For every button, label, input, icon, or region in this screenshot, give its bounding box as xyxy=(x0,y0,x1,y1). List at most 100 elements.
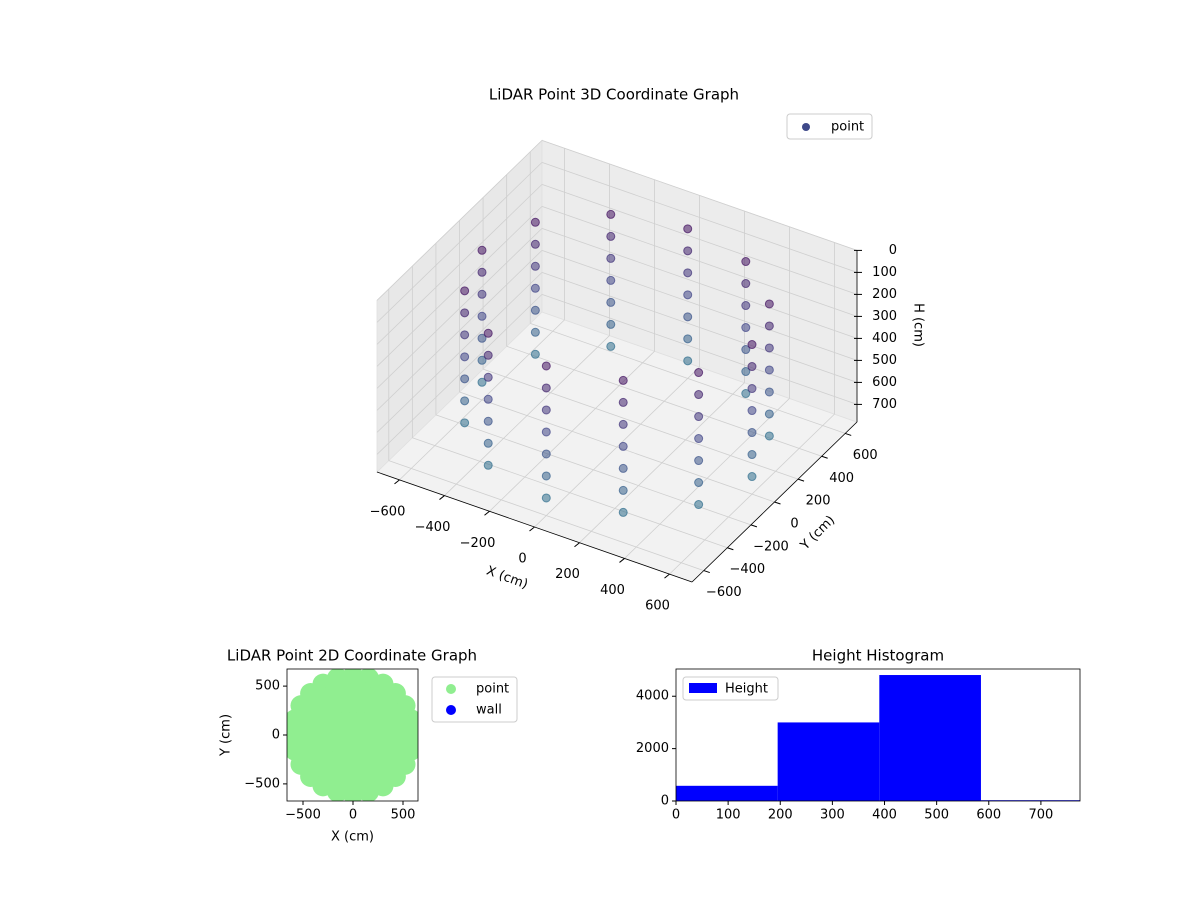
point xyxy=(460,352,470,362)
grid-line xyxy=(376,162,543,323)
point xyxy=(477,245,487,255)
point xyxy=(694,478,704,488)
y-tick xyxy=(797,478,805,482)
z-tick-label: 300 xyxy=(872,309,897,324)
y-tick-label: 0 xyxy=(272,728,280,743)
point xyxy=(683,312,693,322)
z-tick-label: 200 xyxy=(872,287,897,302)
grid-line xyxy=(541,272,858,383)
y-tick-label: 400 xyxy=(829,471,854,486)
point xyxy=(606,275,616,285)
point xyxy=(541,383,551,393)
point xyxy=(483,394,493,404)
legend-marker xyxy=(446,705,456,715)
x-tick xyxy=(619,558,625,563)
point xyxy=(483,328,493,338)
point xyxy=(747,450,757,460)
point xyxy=(618,463,628,473)
point xyxy=(477,355,487,365)
point xyxy=(618,507,628,517)
point xyxy=(683,356,693,366)
x-tick xyxy=(664,573,670,579)
y-axis-label: Y (cm) xyxy=(219,714,234,757)
point xyxy=(741,279,751,289)
point xyxy=(606,253,616,263)
point xyxy=(747,384,757,394)
x-tick xyxy=(484,510,490,516)
point xyxy=(741,301,751,311)
grid-line xyxy=(412,437,728,549)
point xyxy=(530,305,540,315)
point xyxy=(764,299,774,309)
x-tick-label: 300 xyxy=(820,808,845,823)
y-tick xyxy=(774,501,781,505)
point xyxy=(764,409,774,419)
point xyxy=(747,406,757,416)
point xyxy=(477,289,487,299)
point xyxy=(477,377,487,387)
point xyxy=(683,224,693,234)
grid-line xyxy=(376,294,543,455)
z-tick-label: 700 xyxy=(872,397,897,412)
point xyxy=(483,372,493,382)
point xyxy=(618,375,628,385)
z-tick-label: 600 xyxy=(872,375,897,390)
grid-line xyxy=(482,368,799,480)
legend-box xyxy=(682,676,779,701)
y-tick xyxy=(727,547,734,551)
grid-line xyxy=(541,206,858,317)
y-tick-label: −600 xyxy=(706,585,742,600)
x-tick-label: 0 xyxy=(672,808,680,823)
x-tick xyxy=(394,479,400,485)
x-tick xyxy=(439,495,445,500)
plot-area xyxy=(676,675,1080,801)
y-tick xyxy=(845,432,852,436)
point xyxy=(747,428,757,438)
grid-line xyxy=(376,206,543,367)
y-tick xyxy=(750,524,758,528)
point xyxy=(606,341,616,351)
point xyxy=(606,319,616,329)
bar xyxy=(879,675,981,801)
point xyxy=(606,297,616,307)
grid-line xyxy=(541,250,858,361)
grid-line xyxy=(388,460,704,571)
grid-line xyxy=(541,228,858,339)
point xyxy=(683,334,693,344)
point xyxy=(541,427,551,437)
grid-line xyxy=(541,294,858,405)
axes-frame xyxy=(675,668,1081,802)
y-tick-label: 4000 xyxy=(636,689,669,704)
y-tick-label: 0 xyxy=(790,517,798,532)
point xyxy=(694,390,704,400)
point xyxy=(764,387,774,397)
chart-title: LiDAR Point 2D Coordinate Graph xyxy=(227,647,477,665)
point xyxy=(541,361,551,371)
legend-label: point xyxy=(476,682,509,697)
y-tick-label: −400 xyxy=(729,562,765,577)
point xyxy=(460,330,470,340)
y-tick xyxy=(703,570,710,574)
point xyxy=(741,323,751,333)
point xyxy=(483,350,493,360)
point xyxy=(483,416,493,426)
legend-label: point xyxy=(831,120,864,135)
point xyxy=(483,460,493,470)
point xyxy=(764,343,774,353)
x-tick-label: −400 xyxy=(415,520,451,535)
point xyxy=(530,327,540,337)
y-tick-label: −200 xyxy=(753,539,789,554)
point xyxy=(747,362,757,372)
grid-line xyxy=(541,140,858,251)
point xyxy=(460,374,470,384)
point xyxy=(483,438,493,448)
legend-marker xyxy=(802,123,810,131)
point xyxy=(530,261,540,271)
point xyxy=(683,268,693,278)
chart-title: LiDAR Point 3D Coordinate Graph xyxy=(489,86,739,104)
y-axis-label: Y (cm) xyxy=(797,513,838,554)
point xyxy=(683,290,693,300)
point xyxy=(530,283,540,293)
